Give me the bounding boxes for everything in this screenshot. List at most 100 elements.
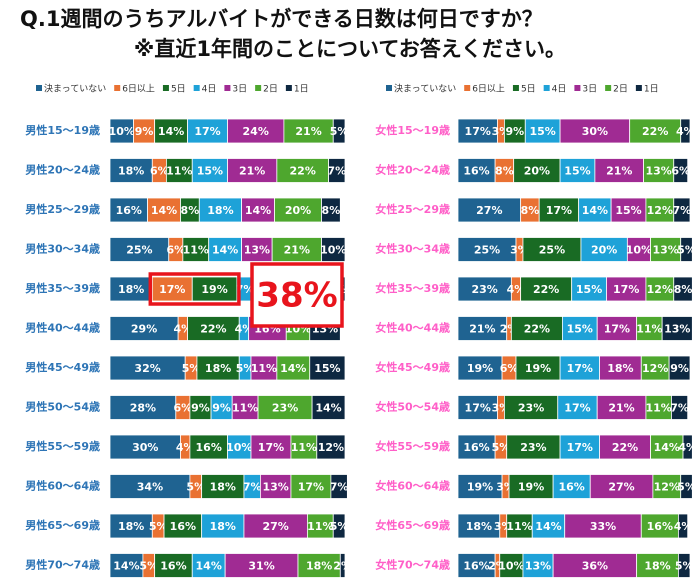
category-label: 男性25～29歳 xyxy=(25,202,100,216)
value-label: 14% xyxy=(113,560,139,573)
value-label: 27% xyxy=(476,204,502,217)
value-label: 19% xyxy=(201,283,227,296)
value-label: 16% xyxy=(116,204,142,217)
value-label: 9% xyxy=(191,402,210,415)
value-label: 17% xyxy=(159,283,185,296)
bar-segment xyxy=(578,197,612,223)
value-label: 15% xyxy=(530,125,556,138)
bar-segment xyxy=(109,237,170,262)
value-label: 15% xyxy=(615,204,641,217)
value-label: 9% xyxy=(670,362,689,375)
category-label: 男性45～49歳 xyxy=(25,360,100,374)
value-label: 22% xyxy=(290,165,316,178)
value-label: 14% xyxy=(582,204,608,217)
bar-segment xyxy=(208,237,242,262)
value-label: 8% xyxy=(322,204,341,217)
bar-segment xyxy=(330,474,348,499)
value-label: 5% xyxy=(675,560,694,573)
value-label: 13% xyxy=(525,560,551,573)
value-label: 7% xyxy=(330,481,349,494)
value-label: 15% xyxy=(564,165,590,178)
value-label: 16% xyxy=(463,165,489,178)
bar-segment xyxy=(668,355,691,381)
bar-segment xyxy=(198,197,243,223)
legend-label: 2日 xyxy=(263,84,278,95)
bar-segment xyxy=(109,158,153,183)
category-label: 男性60～64歳 xyxy=(25,479,100,493)
value-label: 4% xyxy=(678,441,697,454)
value-label: 22% xyxy=(533,283,559,296)
category-label: 男性65～69歳 xyxy=(25,518,100,532)
bar-segment xyxy=(290,434,318,460)
value-label: 13% xyxy=(244,244,270,257)
bar-segment xyxy=(522,237,582,262)
bar-segment xyxy=(538,197,580,223)
value-label: 13% xyxy=(664,323,690,336)
category-label: 女性25～29歳 xyxy=(375,202,450,216)
value-label: 20% xyxy=(591,244,617,257)
value-label: 23% xyxy=(272,402,298,415)
bar-segment xyxy=(678,513,689,539)
value-label: 5% xyxy=(330,125,349,138)
value-label: 19% xyxy=(525,362,551,375)
value-label: 11% xyxy=(636,323,662,336)
value-label: 5% xyxy=(236,362,255,375)
value-label: 19% xyxy=(518,481,544,494)
value-label: 17% xyxy=(258,441,284,454)
bar-segment xyxy=(316,434,346,460)
category-label: 男性30～34歳 xyxy=(25,242,100,256)
bar-segment xyxy=(165,158,193,183)
value-label: 5% xyxy=(149,520,168,533)
value-label: 14% xyxy=(212,244,238,257)
bar-segment xyxy=(599,355,642,381)
bar-segment xyxy=(182,237,210,262)
bar-segment xyxy=(163,513,203,539)
bar-segment xyxy=(191,553,226,578)
value-label: 13% xyxy=(646,165,672,178)
value-label: 22% xyxy=(642,125,668,138)
bar-segment xyxy=(306,513,334,539)
value-label: 11% xyxy=(307,520,333,533)
highlight-box xyxy=(148,272,241,306)
bar-segment xyxy=(109,434,181,460)
bar-segment xyxy=(109,276,153,302)
value-label: 14% xyxy=(245,204,271,217)
bar-segment xyxy=(510,316,563,341)
bar-segment xyxy=(652,474,682,499)
value-label: 18% xyxy=(210,520,236,533)
bar-segment xyxy=(457,434,496,460)
value-label: 25% xyxy=(126,244,152,257)
value-label: 8% xyxy=(674,283,693,296)
value-label: 32% xyxy=(134,362,160,375)
bar-segment xyxy=(109,316,179,341)
legend-label: 6日以上 xyxy=(122,84,155,95)
value-label: 12% xyxy=(654,481,680,494)
legend-swatch xyxy=(255,85,262,91)
value-label: 27% xyxy=(263,520,289,533)
value-label: 5% xyxy=(139,560,158,573)
value-label: 6% xyxy=(166,244,185,257)
legend-swatch xyxy=(543,85,550,91)
legend-label: 4日 xyxy=(552,84,567,95)
bar-segment xyxy=(109,395,177,420)
value-label: 10% xyxy=(109,125,135,138)
value-label: 5% xyxy=(182,362,201,375)
value-label: 17% xyxy=(194,125,220,138)
value-label: 22% xyxy=(524,323,550,336)
value-label: 11% xyxy=(166,165,192,178)
value-label: 22% xyxy=(200,323,226,336)
subtitle: ※直近1年間のことについてお答えください。 xyxy=(134,37,566,61)
bar-segment xyxy=(290,474,332,499)
value-label: 10% xyxy=(226,441,252,454)
bar-segment xyxy=(580,237,628,262)
value-label: 21% xyxy=(608,402,634,415)
value-label: 15% xyxy=(576,283,602,296)
bar-segment xyxy=(531,513,566,539)
value-label: 28% xyxy=(130,402,156,415)
bar-segment xyxy=(522,553,554,578)
value-label: 9% xyxy=(212,402,231,415)
value-label: 21% xyxy=(284,244,310,257)
bar-segment xyxy=(636,553,679,578)
value-label: 23% xyxy=(518,402,544,415)
value-label: 16% xyxy=(463,441,489,454)
